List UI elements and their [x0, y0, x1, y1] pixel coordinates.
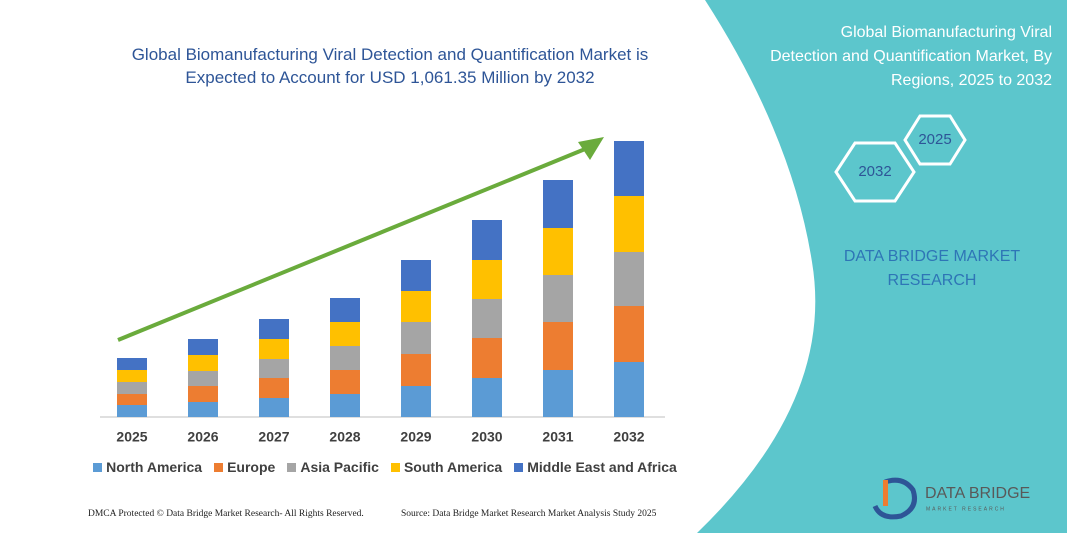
bar-segment: [543, 275, 573, 322]
bar-segment: [401, 322, 431, 354]
logo-tagline: MARKET RESEARCH: [926, 506, 1006, 512]
bar-segment: [330, 370, 360, 394]
bar-segment: [259, 398, 289, 417]
side-panel: [697, 0, 1067, 533]
bar-segment: [401, 386, 431, 417]
legend-item: South America: [390, 459, 503, 475]
bar-segment: [472, 378, 502, 417]
bar-segment: [543, 322, 573, 370]
legend-swatch: [287, 462, 297, 472]
legend-item: Europe: [214, 459, 275, 475]
bar-segment: [472, 299, 502, 338]
bar-segment: [259, 339, 289, 359]
bar-segment: [614, 252, 644, 306]
footer-right: Source: Data Bridge Market Research Mark…: [401, 509, 657, 519]
bar-segment: [472, 338, 502, 378]
x-tick-label: 2029: [400, 429, 431, 445]
legend-label: Europe: [227, 459, 276, 475]
bar-segment: [614, 141, 644, 196]
bar-segment: [188, 386, 218, 402]
arrow-head: [578, 137, 604, 160]
logo-mark: [883, 480, 888, 506]
legend: North America Europe Asia Pacific South Ame…: [60, 459, 710, 475]
legend-swatch: [214, 462, 224, 472]
legend-swatch: [93, 462, 103, 472]
legend-swatch: [390, 462, 400, 472]
bar-segment: [401, 260, 431, 291]
bar-segment: [543, 370, 573, 417]
hexagon-label: 2032: [858, 163, 891, 180]
bar-segment: [543, 228, 573, 275]
hexagon-label: 2025: [918, 131, 951, 148]
bar-segment: [330, 322, 360, 346]
bar-segment: [401, 291, 431, 322]
x-tick-label: 2028: [329, 429, 360, 445]
bar-segment: [330, 298, 360, 322]
legend-label: Asia Pacific: [300, 459, 379, 475]
bar-segment: [188, 402, 218, 417]
bar-segment: [117, 405, 147, 417]
hexagon: [903, 114, 967, 166]
bar-segment: [401, 354, 431, 386]
legend-item: North America: [93, 459, 202, 475]
trend-arrow: [117, 145, 591, 342]
bar-segment: [259, 319, 289, 339]
legend-swatch: [514, 462, 524, 472]
bar-segment: [614, 362, 644, 417]
hexagon: [834, 141, 916, 203]
chart-title: Global Biomanufacturing Viral Detection …: [131, 45, 649, 87]
legend-label: Middle East and Africa: [527, 459, 677, 475]
legend-label: North America: [106, 459, 203, 475]
x-tick-label: 2026: [187, 429, 218, 445]
bar-segment: [330, 394, 360, 417]
footer-left: DMCA Protected © Data Bridge Market Rese…: [88, 509, 364, 519]
bar-segment: [472, 260, 502, 299]
legend-label: South America: [403, 459, 503, 475]
bar-segment: [188, 371, 218, 386]
legend-item: Asia Pacific: [287, 459, 379, 475]
bar-segment: [117, 358, 147, 370]
bar-segment: [117, 394, 147, 405]
bar-segment: [543, 180, 573, 228]
logo-mark: [872, 477, 917, 520]
bar-segment: [614, 306, 644, 362]
bar-segment: [188, 339, 218, 355]
x-tick-label: 2025: [116, 429, 147, 445]
bar-segment: [472, 220, 502, 260]
x-tick-label: 2032: [613, 429, 644, 445]
bar-segment: [614, 196, 644, 252]
panel-title: Global Biomanufacturing Viral Detection …: [770, 24, 1052, 89]
x-tick-label: 2027: [258, 429, 289, 445]
x-tick-label: 2030: [471, 429, 502, 445]
bar-segment: [259, 378, 289, 398]
bar-segment: [188, 355, 218, 371]
bar-segment: [259, 359, 289, 378]
logo-name: DATA BRIDGE: [925, 485, 1030, 502]
legend-item: Middle East and Africa: [514, 459, 677, 475]
x-tick-label: 2031: [542, 429, 573, 445]
bar-segment: [330, 346, 360, 370]
bar-segment: [117, 382, 147, 394]
brand: DATA BRIDGE MARKET RESEARCH: [843, 248, 1021, 289]
bar-segment: [117, 370, 147, 382]
